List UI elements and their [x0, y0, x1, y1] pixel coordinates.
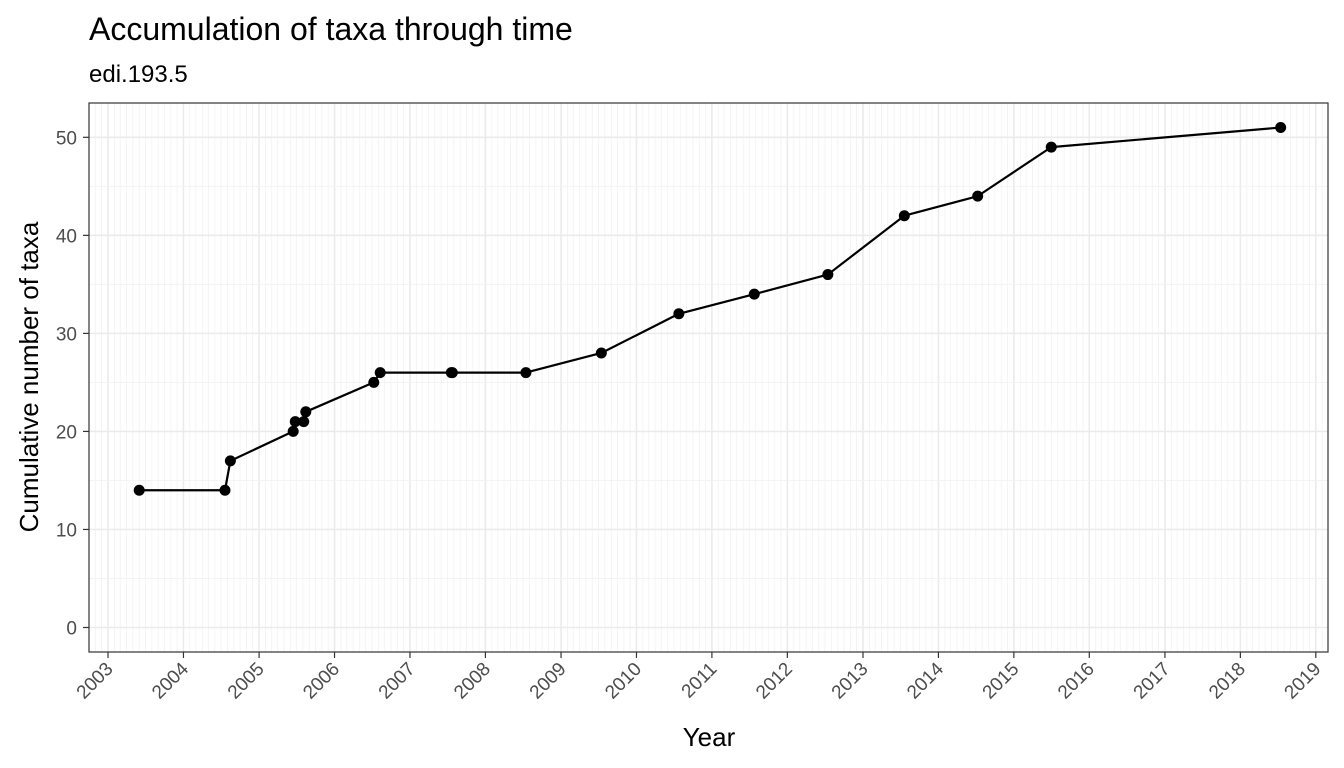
- data-point: [289, 416, 301, 428]
- chart-subtitle: edi.193.5: [89, 61, 188, 88]
- data-point: [287, 425, 299, 437]
- x-tick-label: 2015: [979, 659, 1024, 704]
- y-tick-label: 0: [66, 618, 77, 639]
- data-point: [374, 367, 386, 379]
- x-tick-label: 2017: [1130, 659, 1175, 704]
- x-tick-label: 2003: [73, 659, 118, 704]
- data-point: [446, 367, 458, 379]
- data-point: [133, 484, 145, 496]
- data-point: [673, 308, 685, 320]
- panel-border: [88, 102, 1329, 653]
- data-point: [972, 190, 984, 202]
- data-point: [748, 288, 760, 300]
- chart-title: Accumulation of taxa through time: [89, 11, 573, 47]
- x-tick-label: 2009: [526, 659, 571, 704]
- data-point: [368, 376, 380, 388]
- data-point: [298, 416, 310, 428]
- y-tick-label: 40: [56, 226, 77, 247]
- x-axis-title: Year: [683, 722, 736, 752]
- series-line: [139, 126, 1281, 492]
- y-tick-label: 10: [56, 520, 77, 541]
- data-point: [224, 455, 236, 467]
- y-tick-label: 20: [56, 422, 77, 443]
- plot-area: 0 10 20 30 40 50 2003 2004 2005 2006 2007 2008 2009 2…: [56, 102, 1329, 704]
- x-tick-label: 2004: [148, 658, 193, 703]
- y-tick-label: 50: [56, 128, 77, 149]
- x-tick-label: 2008: [450, 659, 495, 704]
- data-point: [1275, 122, 1287, 134]
- x-tick-label: 2013: [828, 659, 873, 704]
- data-point: [219, 484, 231, 496]
- x-tick-label: 2007: [375, 659, 420, 704]
- x-tick-label: 2018: [1205, 659, 1250, 704]
- y-tick-label: 30: [56, 324, 77, 345]
- grid-lines: [88, 103, 1329, 652]
- data-point: [300, 406, 312, 418]
- data-point: [898, 210, 910, 222]
- x-tick-label: 2010: [601, 659, 646, 704]
- data-point: [822, 269, 834, 281]
- x-tick-label: 2005: [224, 659, 269, 704]
- x-tick-label: 2016: [1054, 659, 1099, 704]
- x-tick-label: 2011: [678, 659, 722, 703]
- x-tick-label: 2014: [903, 658, 948, 703]
- data-point: [595, 347, 607, 359]
- y-axis-title: Cumulative number of taxa: [14, 221, 44, 532]
- x-tick-label: 2019: [1281, 659, 1326, 704]
- x-tick-label: 2012: [752, 659, 797, 704]
- data-point: [520, 367, 532, 379]
- x-tick-label: 2006: [299, 659, 344, 704]
- data-point: [1045, 141, 1057, 153]
